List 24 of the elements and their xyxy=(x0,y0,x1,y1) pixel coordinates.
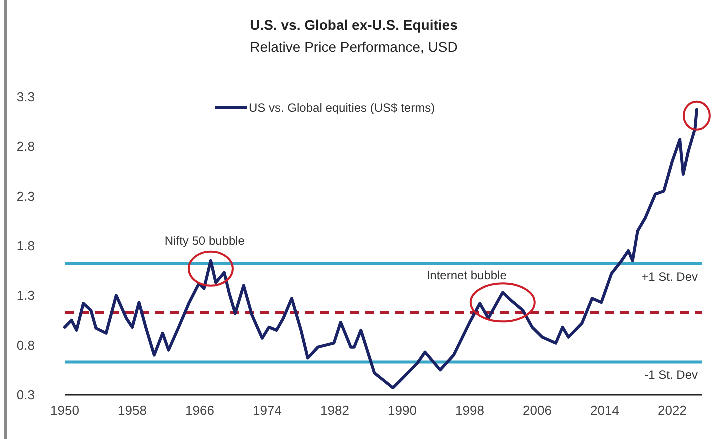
x-tick-label: 1974 xyxy=(253,403,282,418)
y-tick-label: 0.8 xyxy=(16,338,35,353)
legend-label: US vs. Global equities (US$ terms) xyxy=(249,101,436,116)
x-tick-label: 1950 xyxy=(50,403,80,418)
annotation: Internet bubble xyxy=(426,268,508,283)
ref-line-label: -1 St. Dev xyxy=(644,368,698,382)
x-tick-label: 1966 xyxy=(186,403,214,418)
x-tick-label: 1958 xyxy=(118,403,147,418)
x-tick-label: 1998 xyxy=(456,403,484,418)
y-tick-label: 2.8 xyxy=(16,139,35,154)
chart-title: U.S. vs. Global ex-U.S. Equities xyxy=(250,17,458,33)
x-tick-label: 2014 xyxy=(590,403,620,418)
x-tick-label: 2006 xyxy=(523,403,552,418)
y-tick-label: 1.3 xyxy=(16,288,35,304)
x-tick-label: 2022 xyxy=(658,403,687,418)
annotation: Nifty 50 bubble xyxy=(164,234,246,248)
x-tick-label: 1990 xyxy=(388,403,417,418)
y-tick-label: 1.8 xyxy=(16,238,35,254)
ref-line-label: +1 St. Dev xyxy=(642,270,698,284)
y-tick-label: 0.3 xyxy=(16,388,35,403)
x-tick-label: 1982 xyxy=(320,403,350,418)
y-tick-label: 3.3 xyxy=(16,90,35,105)
y-tick-label: 2.3 xyxy=(16,188,35,204)
chart-subtitle: Relative Price Performance, USD xyxy=(250,39,458,55)
